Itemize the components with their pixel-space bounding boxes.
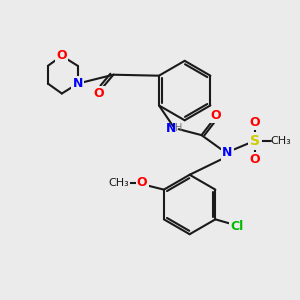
Text: O: O xyxy=(93,87,104,100)
Text: O: O xyxy=(210,109,221,122)
Text: O: O xyxy=(250,153,260,167)
Text: H: H xyxy=(175,123,182,133)
Text: CH₃: CH₃ xyxy=(270,136,291,146)
Text: Cl: Cl xyxy=(230,220,244,233)
Text: N: N xyxy=(73,77,83,90)
Text: N: N xyxy=(166,122,176,135)
Text: S: S xyxy=(250,134,260,148)
Text: O: O xyxy=(137,176,147,189)
Text: N: N xyxy=(222,146,232,160)
Text: O: O xyxy=(56,50,67,62)
Text: O: O xyxy=(250,116,260,129)
Text: CH₃: CH₃ xyxy=(108,178,129,188)
